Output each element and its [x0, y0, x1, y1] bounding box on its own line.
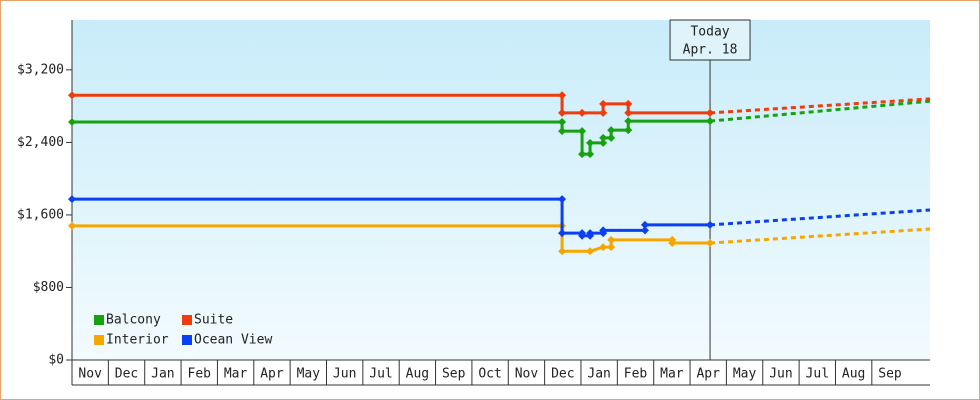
x-tick-label: Jan — [587, 367, 610, 382]
y-tick-label: $2,400 — [17, 135, 64, 150]
point — [68, 91, 76, 100]
x-tick-label: Jul — [806, 367, 829, 382]
point — [668, 239, 677, 248]
point — [558, 91, 567, 100]
point — [558, 229, 567, 238]
point — [558, 247, 567, 256]
point — [558, 127, 567, 136]
y-tick-label: $1,600 — [17, 207, 64, 222]
point — [558, 118, 567, 126]
point — [558, 108, 567, 117]
plot-area — [72, 20, 930, 360]
x-tick-label: May — [297, 367, 321, 382]
point — [624, 108, 633, 117]
x-tick-label: Feb — [188, 367, 212, 382]
point — [586, 150, 595, 159]
y-tick-label: $800 — [33, 280, 64, 295]
point — [599, 243, 608, 252]
point — [599, 226, 608, 235]
point — [624, 117, 633, 126]
point — [578, 127, 587, 136]
today-label: Today — [690, 25, 729, 40]
point — [558, 195, 567, 204]
legend-label: Suite — [194, 313, 233, 328]
point — [607, 126, 616, 135]
forecast-line — [709, 227, 931, 245]
point — [706, 117, 715, 126]
point — [578, 231, 587, 240]
legend-swatch — [182, 315, 192, 325]
legend-swatch — [94, 335, 104, 345]
x-tick-label: Jul — [369, 367, 392, 382]
point — [586, 138, 595, 147]
point — [599, 138, 608, 147]
x-tick-label: Apr — [696, 367, 720, 382]
x-tick-label: Sep — [442, 367, 466, 382]
x-tick-label: Dec — [551, 367, 574, 382]
point — [68, 118, 76, 126]
legend-label: Ocean View — [194, 333, 272, 348]
point — [578, 150, 587, 159]
point — [624, 99, 633, 108]
point — [599, 108, 608, 117]
x-tick-label: Jun — [333, 367, 356, 382]
legend-label: Interior — [106, 333, 169, 348]
x-tick-label: Aug — [842, 367, 865, 382]
x-tick-label: Mar — [224, 367, 248, 382]
today-box — [669, 19, 751, 61]
y-tick-label: $0 — [48, 353, 64, 368]
x-tick-label: Sep — [878, 367, 902, 382]
point — [68, 195, 76, 204]
point — [706, 220, 715, 229]
point — [599, 133, 608, 142]
forecast-line — [709, 208, 931, 227]
today-label: Apr. 18 — [683, 43, 738, 58]
point — [578, 108, 587, 117]
y-tick-label: $3,200 — [17, 62, 64, 77]
x-tick-label: Oct — [478, 367, 501, 382]
x-tick-label: Jan — [151, 367, 174, 382]
point — [640, 220, 649, 229]
x-tick-label: Dec — [115, 367, 138, 382]
x-tick-label: Mar — [660, 367, 684, 382]
point — [607, 243, 616, 252]
x-tick-label: Nov — [515, 367, 539, 382]
legend-swatch — [94, 315, 104, 325]
x-tick-label: Jun — [769, 367, 792, 382]
point — [706, 239, 715, 248]
point — [68, 221, 76, 230]
point — [624, 126, 633, 135]
legend-swatch — [182, 335, 192, 345]
x-tick-label: Nov — [78, 367, 102, 382]
x-tick-label: Apr — [260, 367, 284, 382]
x-tick-label: May — [733, 367, 757, 382]
point — [586, 247, 595, 256]
legend-label: Balcony — [106, 313, 161, 328]
forecast-line — [709, 97, 931, 115]
x-tick-label: Feb — [624, 367, 648, 382]
point — [706, 108, 715, 117]
point — [586, 229, 595, 238]
point — [640, 226, 649, 235]
point — [607, 235, 616, 244]
point — [607, 133, 616, 142]
point — [599, 99, 608, 108]
x-tick-label: Aug — [406, 367, 429, 382]
forecast-line — [709, 99, 931, 123]
